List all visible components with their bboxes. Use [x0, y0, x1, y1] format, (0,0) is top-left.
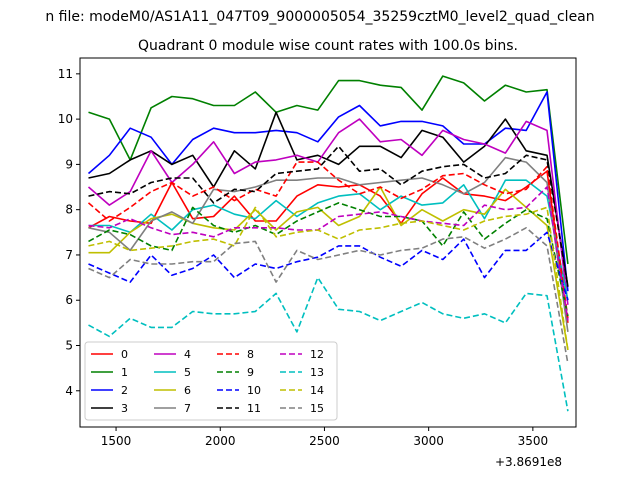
x-tick-label: 2500	[309, 434, 340, 448]
series-line-0	[88, 170, 569, 324]
x-offset-label: +3.8691e8	[495, 455, 562, 469]
y-tick-label: 11	[58, 67, 73, 81]
series-line-13	[88, 276, 569, 412]
series-line-4	[87, 118, 569, 305]
legend-label-14: 14	[310, 384, 324, 397]
legend-label-5: 5	[184, 366, 191, 379]
y-tick-label: 8	[65, 203, 73, 217]
legend-label-9: 9	[247, 366, 254, 379]
series-line-11	[88, 145, 569, 287]
series-line-2	[87, 91, 569, 292]
plot-lines	[87, 75, 569, 412]
x-tick-label: 3000	[413, 434, 444, 448]
y-tick-label: 4	[65, 384, 73, 398]
x-tick-label: 1500	[101, 434, 132, 448]
legend-label-4: 4	[184, 348, 191, 361]
legend-label-0: 0	[121, 348, 128, 361]
y-tick-label: 10	[58, 112, 73, 126]
legend-label-6: 6	[184, 384, 191, 397]
series-line-1	[88, 75, 569, 265]
legend-label-1: 1	[121, 366, 128, 379]
legend-label-7: 7	[184, 402, 191, 415]
x-tick-label: 2000	[205, 434, 236, 448]
legend-label-15: 15	[310, 402, 324, 415]
legend-label-11: 11	[247, 402, 261, 415]
y-tick-label: 7	[65, 248, 73, 262]
legend-label-13: 13	[310, 366, 324, 379]
legend-label-8: 8	[247, 348, 254, 361]
legend-box	[84, 341, 338, 421]
series-line-6	[88, 186, 569, 351]
legend-label-10: 10	[247, 384, 261, 397]
series-line-15	[88, 227, 569, 364]
series-line-9	[88, 202, 569, 317]
legend-label-2: 2	[121, 384, 128, 397]
y-tick-label: 6	[65, 293, 73, 307]
legend-label-3: 3	[121, 402, 128, 415]
series-line-7	[88, 156, 569, 333]
series-line-14	[88, 206, 569, 351]
x-tick-label: 3500	[518, 434, 549, 448]
chart-suptitle: n file: modeM0/AS1A11_047T09_9000005054_…	[45, 9, 594, 25]
series-line-5	[88, 179, 569, 301]
chart-title: Quadrant 0 module wise count rates with …	[138, 38, 518, 54]
y-tick-label: 9	[65, 157, 73, 171]
legend-label-12: 12	[310, 348, 324, 361]
series-line-3	[88, 111, 569, 287]
series-line-12	[88, 186, 569, 321]
series-line-10	[88, 231, 569, 301]
plot-frame	[79, 57, 577, 428]
y-tick-label: 5	[65, 339, 73, 353]
